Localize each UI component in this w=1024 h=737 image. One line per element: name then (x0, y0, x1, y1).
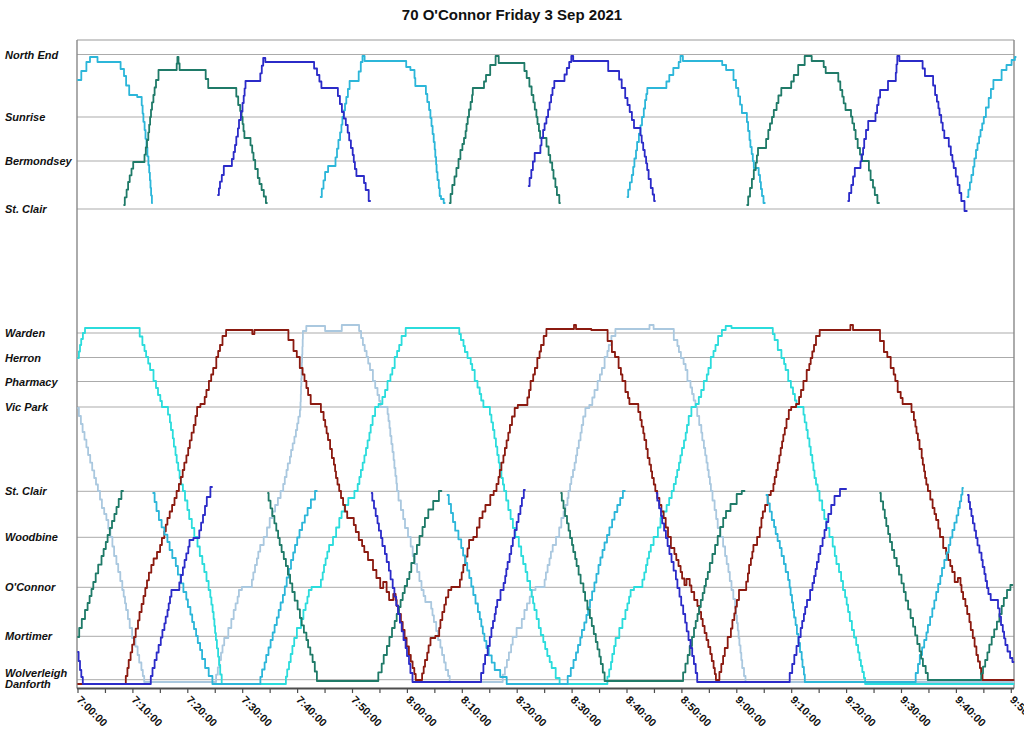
series-run-2-teal (880, 493, 1012, 680)
x-tick-label: 7:40:00 (294, 693, 329, 728)
series-run-1-cyan (628, 56, 765, 203)
x-tick-label: 7:50:00 (349, 693, 384, 728)
series-run-3-blue (218, 58, 370, 201)
series-run-3-blue (968, 495, 1014, 662)
string-diagram-svg: 7:00:00 7:10:00 7:20:00 7:30:00 7:40:00 7:50:… (0, 0, 1024, 737)
station-label-warden: Warden (5, 327, 45, 339)
x-tick-label: 8:50:00 (678, 693, 713, 728)
series-run-1-cyan (967, 57, 1015, 197)
x-tick-label: 8:20:00 (514, 693, 549, 728)
series-run-4-darkred (78, 325, 1014, 684)
series-run-3-blue (372, 490, 525, 682)
x-tick-label: 9:20:00 (843, 693, 878, 728)
x-tick-label: 7:30:00 (239, 693, 274, 728)
series-run-2-teal (268, 491, 441, 681)
x-tick-label: 7:20:00 (184, 693, 219, 728)
series-run-1-cyan (321, 56, 445, 203)
series-run-3-blue (78, 487, 212, 684)
x-tick-label: 9:30:00 (898, 693, 933, 728)
x-tick-label: 9:50:00 (1008, 693, 1024, 728)
station-label-woodbine: Woodbine (5, 531, 58, 543)
x-tick-label: 8:40:00 (624, 693, 659, 728)
station-label-danforth: Danforth (5, 678, 51, 690)
x-tick-label: 8:10:00 (459, 693, 494, 728)
x-tick-label: 9:10:00 (788, 693, 823, 728)
series-run-2-teal (747, 56, 879, 205)
station-label-wolverleigh: Wolverleigh (5, 667, 67, 679)
x-tick-label: 9:00:00 (733, 693, 768, 728)
series-run-5-lightblue (78, 325, 1014, 682)
station-label-st-clair: St. Clair (5, 203, 47, 215)
x-tick-label: 9:40:00 (953, 693, 988, 728)
x-tick-label: 8:00:00 (404, 693, 439, 728)
x-tick-label: 8:30:00 (569, 693, 604, 728)
x-tick-label: 7:00:00 (75, 693, 110, 728)
x-tick-label: 7:10:00 (129, 693, 164, 728)
series-run-1-cyan (78, 57, 152, 203)
station-label-o-connor: O'Connor (5, 581, 56, 593)
station-label-sunrise: Sunrise (5, 111, 45, 123)
station-label-mortimer: Mortimer (5, 630, 53, 642)
station-label-bermondsey: Bermondsey (5, 155, 73, 167)
series-run-3-blue (848, 56, 967, 211)
station-label-st-clair: St. Clair (5, 485, 47, 497)
station-label-pharmacy: Pharmacy (5, 376, 58, 388)
station-label-north-end: North End (5, 49, 58, 61)
station-label-vic-park: Vic Park (5, 401, 49, 413)
series-run-3-blue (529, 56, 655, 201)
series-run-6-aqua (78, 326, 1014, 684)
station-label-herron: Herron (5, 352, 41, 364)
